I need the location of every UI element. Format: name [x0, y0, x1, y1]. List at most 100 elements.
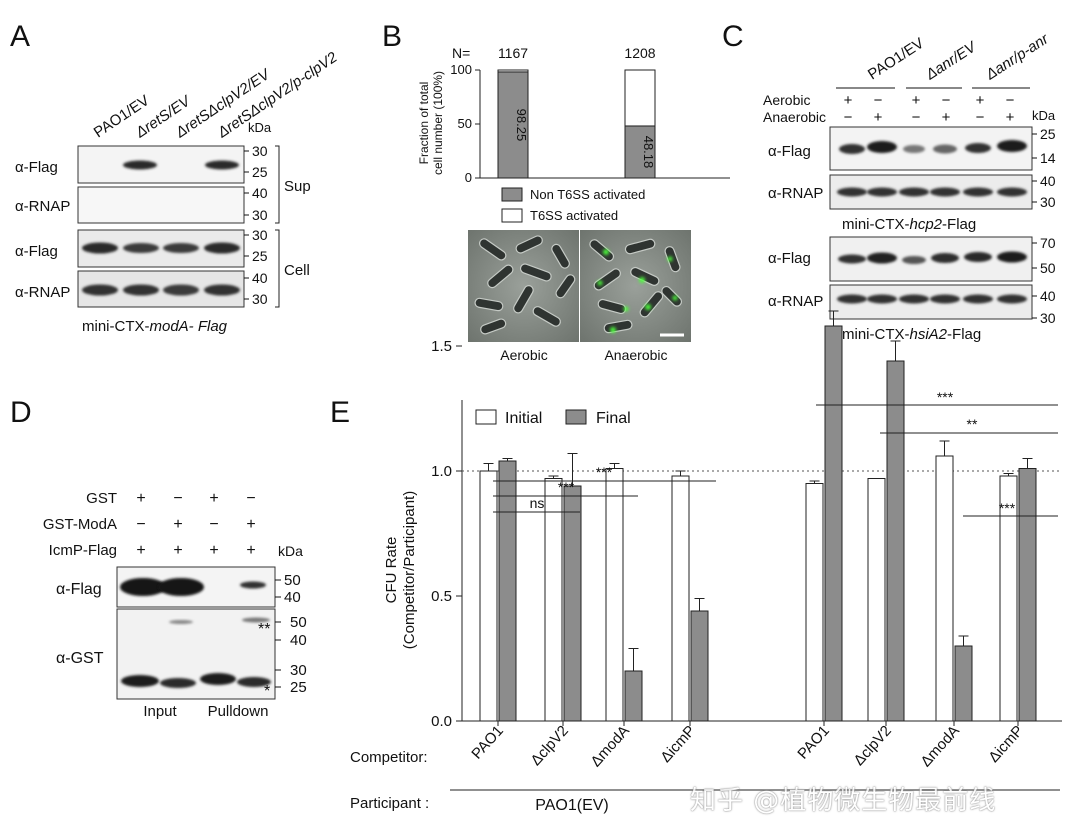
kda-label: kDa	[1032, 108, 1056, 123]
caption-prefix: mini-CTX-	[842, 216, 910, 233]
y-tick-label: 0	[465, 170, 472, 185]
kda-mark: 50	[284, 572, 301, 589]
group-label-sup: Sup	[284, 178, 311, 195]
blot-band	[82, 242, 118, 254]
blot-c4: α-RNAP 40 30	[768, 284, 1056, 326]
x-tick-label: ΔclpV2	[528, 722, 572, 769]
blot-band	[123, 160, 157, 170]
blot-label: α-GST	[56, 650, 104, 667]
blot-band	[997, 187, 1027, 197]
aerobic-sign: +	[976, 92, 985, 109]
blot-d1: α-Flag 50 40	[56, 566, 301, 608]
group-label-cell: Cell	[284, 262, 310, 279]
kda-mark: 30	[290, 662, 307, 679]
bar	[624, 670, 643, 722]
blot-band	[205, 160, 239, 170]
panel-d-sign-grid: + − + − − + − + + + + +	[136, 490, 255, 559]
bar	[954, 645, 973, 722]
kda-mark: 40	[284, 589, 301, 606]
micrograph-anaerobic	[580, 230, 691, 342]
blot-label: α-RNAP	[768, 293, 823, 310]
bottom-label: Input	[143, 703, 177, 720]
kda-mark: 30	[252, 227, 268, 243]
blot-band	[997, 251, 1027, 263]
bar-data-label: 98.25	[514, 109, 529, 142]
bar	[867, 478, 886, 722]
blot-c2: α-RNAP 40 30	[768, 173, 1056, 210]
row-label: IcmP-Flag	[49, 542, 117, 559]
lane-label: Δanr/p-anr	[982, 30, 1052, 84]
panel-c-caption-2: mini-CTX-hsiA2-Flag	[842, 326, 981, 343]
y-tick-label: 1.5	[431, 338, 452, 355]
aerobic-sign: +	[844, 92, 853, 109]
blot-label: α-Flag	[15, 243, 58, 260]
legend-label: Non T6SS activated	[530, 187, 645, 202]
panel-b-letter: B	[382, 20, 402, 53]
kda-mark: 70	[1040, 235, 1056, 251]
row-label: Aerobic	[763, 92, 810, 108]
kda-label: kDa	[278, 543, 303, 559]
gst-moda-sign: −	[209, 516, 218, 533]
blot-a3: α-Flag 30 25	[15, 227, 268, 268]
blot-band	[123, 243, 159, 253]
bar	[1018, 468, 1037, 722]
gst-moda-sign: +	[246, 516, 255, 533]
blot-band	[997, 294, 1027, 304]
bracket-sup	[275, 145, 280, 224]
y-tick-label: 0.5	[431, 588, 452, 605]
panel-e-chart: 0.0 0.5 1.0 1.5 PAO1 ΔclpV2 ΔmodA ΔicmP PAO1 Δclp…	[431, 310, 1062, 770]
blot-a1: α-Flag 30 25	[15, 143, 268, 184]
lane-label: Δanr/EV	[922, 38, 981, 84]
panel-d-letter: D	[10, 396, 32, 429]
blot-band	[933, 144, 957, 154]
blot-band	[200, 673, 236, 685]
blot-band	[964, 252, 992, 262]
legend-swatch-t6ss	[501, 208, 523, 223]
kda-mark: 40	[290, 632, 307, 649]
blot-band	[163, 284, 199, 296]
legend-swatch-initial	[475, 409, 497, 425]
blot-band	[838, 254, 866, 264]
micro-label: Anaerobic	[604, 347, 667, 363]
kda-mark: 40	[1040, 173, 1056, 189]
sig-label: ***	[558, 479, 575, 495]
panel-b-chart: 0 50 100 98.25 48.18	[450, 62, 730, 185]
stacked-bar-segment	[497, 71, 529, 179]
legend-swatch-non-t6ss	[501, 187, 523, 202]
bar	[498, 460, 517, 722]
blot-membrane	[829, 284, 1033, 320]
y-tick-label: 1.0	[431, 463, 452, 480]
sig-label: ***	[596, 464, 613, 480]
y-tick-label: 50	[458, 116, 472, 131]
blot-band	[902, 256, 926, 264]
legend-label: Final	[596, 410, 631, 427]
panel-e: E CFU Rate (Competitor/Participant) Init…	[330, 310, 1062, 814]
n-value: 1167	[498, 45, 528, 61]
anaerobic-sign: −	[912, 109, 921, 126]
micro-label: Aerobic	[500, 347, 547, 363]
gst-moda-sign: −	[136, 516, 145, 533]
panel-d: D GST GST-ModA IcmP-Flag + − + − − + − + + + + + kD…	[10, 396, 307, 720]
blot-label: α-RNAP	[15, 284, 70, 301]
caption-italic: modA- Flag	[150, 318, 228, 335]
kda-mark: 25	[252, 248, 268, 264]
x-tick-label: ΔicmP	[985, 722, 1027, 766]
kda-mark: 25	[1040, 126, 1056, 142]
bar	[886, 360, 905, 722]
kda-mark: 30	[1040, 194, 1056, 210]
y-title-1: CFU Rate	[383, 537, 400, 604]
blot-band	[123, 284, 159, 296]
y-tick-label: 100	[450, 62, 472, 77]
icmp-sign: +	[173, 542, 182, 559]
sig-label: ***	[999, 500, 1016, 516]
sig-label: ns	[530, 495, 545, 511]
blot-band	[930, 187, 960, 197]
caption-suffix: -Flag	[942, 216, 976, 233]
blot-c3: α-Flag 70 50	[768, 235, 1056, 282]
bar	[935, 455, 954, 722]
participant-group: PAO1(EV)	[535, 797, 609, 814]
x-tick-label: PAO1	[794, 722, 833, 762]
kda-mark: 30	[1040, 310, 1056, 326]
icmp-sign: +	[136, 542, 145, 559]
